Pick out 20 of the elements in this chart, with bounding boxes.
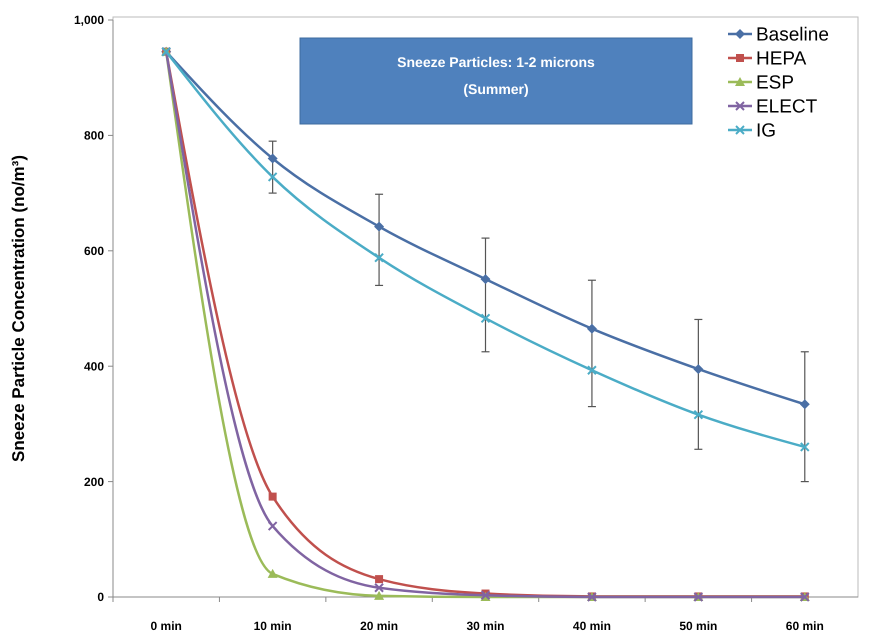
legend-label: ESP [756,72,794,94]
x-tick-label: 50 min [679,619,718,633]
y-tick-label: 600 [84,244,104,258]
y-tick-label: 200 [84,474,104,489]
x-tick-label: 0 min [150,619,182,633]
y-axis-title: Sneeze Particle Concentration (no/m³) [9,155,28,462]
legend-label: HEPA [756,48,807,70]
x-tick-label: 60 min [786,619,824,633]
y-tick-label: 1,000 [74,13,104,28]
x-tick-label: 20 min [360,619,398,633]
x-tick-label: 30 min [466,619,505,633]
legend-label: IG [756,120,776,142]
x-tick-label: 10 min [254,619,292,633]
legend-label: Baseline [756,24,829,46]
y-tick-label: 400 [84,359,104,374]
y-tick-label: 0 [97,590,104,604]
y-tick-label: 800 [84,128,104,143]
x-tick-label: 40 min [572,619,611,633]
legend-label: ELECT [756,96,818,118]
text: Sneeze Particles: 1-2 microns (Summer) [397,54,596,97]
